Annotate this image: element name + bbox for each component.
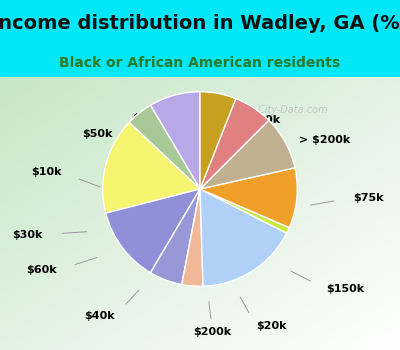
Wedge shape	[129, 105, 200, 189]
Wedge shape	[106, 189, 200, 273]
Text: $150k: $150k	[327, 284, 365, 294]
Text: $40k: $40k	[84, 311, 115, 321]
Wedge shape	[182, 189, 203, 286]
Wedge shape	[200, 92, 236, 189]
Text: Income distribution in Wadley, GA (%): Income distribution in Wadley, GA (%)	[0, 14, 400, 33]
Wedge shape	[200, 189, 287, 286]
Text: $20k: $20k	[256, 321, 286, 330]
Text: $30k: $30k	[12, 230, 42, 240]
Wedge shape	[150, 189, 200, 285]
Wedge shape	[103, 122, 200, 213]
Text: $75k: $75k	[354, 193, 384, 203]
Wedge shape	[150, 92, 200, 189]
Text: $100k: $100k	[242, 115, 280, 125]
Text: > $200k: > $200k	[299, 135, 350, 145]
Text: $125k: $125k	[132, 113, 170, 123]
Text: ⓘ City-Data.com: ⓘ City-Data.com	[249, 105, 327, 115]
Text: $60k: $60k	[26, 265, 57, 275]
Text: $50k: $50k	[83, 129, 113, 139]
Wedge shape	[200, 120, 295, 189]
Wedge shape	[200, 99, 269, 189]
Wedge shape	[200, 189, 289, 233]
Wedge shape	[200, 168, 297, 228]
Text: $200k: $200k	[193, 327, 232, 337]
Text: $10k: $10k	[31, 167, 61, 177]
Text: Black or African American residents: Black or African American residents	[60, 56, 340, 70]
